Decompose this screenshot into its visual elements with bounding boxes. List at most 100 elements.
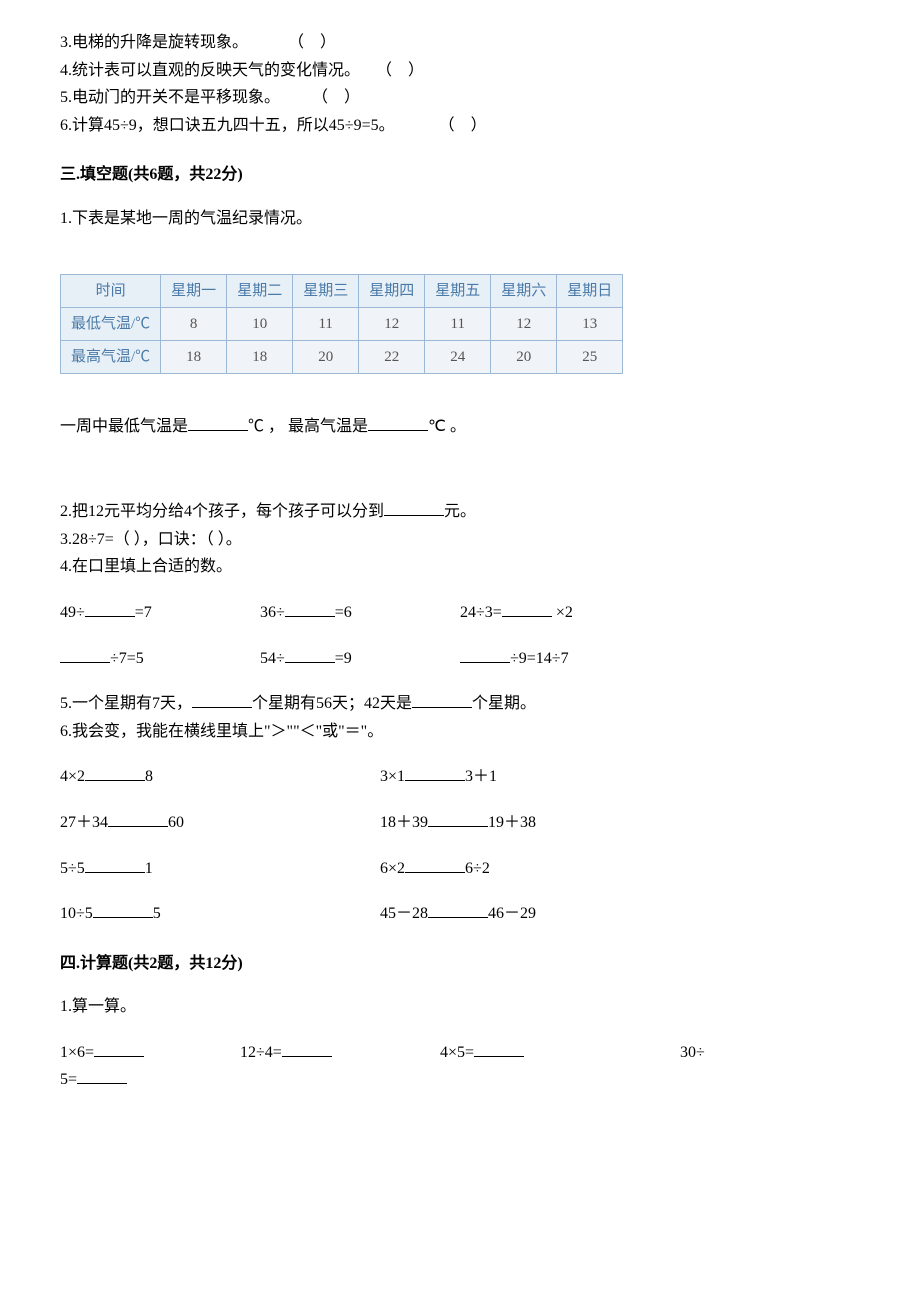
s3-q6-row2: 5÷5 1 6×2 6÷2 [60,856,860,882]
s3-q6-row3: 10÷55 45－2846－29 [60,901,860,927]
q4r2a: ÷7=5 [60,646,260,672]
s4q1d: 30÷ [680,1040,705,1066]
high-label: 最高气温/℃ [61,340,161,373]
high-2: 20 [293,340,359,373]
s4q1c: 4×5= [440,1040,680,1066]
q6r0-left: 4×28 [60,764,380,790]
th-time: 时间 [61,274,161,307]
q4r1c-pre: 24÷3= [460,604,502,621]
q6r1-l2: 18＋39 [380,814,428,831]
high-3: 22 [359,340,425,373]
blank-q4r2b[interactable] [285,647,335,663]
high-0: 18 [161,340,227,373]
low-4: 11 [425,307,491,340]
s3-q1-answer-line: 一周中最低气温是℃ ， 最高气温是℃ 。 [60,414,860,440]
s4-q1-intro: 1.算一算。 [60,994,860,1020]
table-high-row: 最高气温/℃ 18 18 20 22 24 20 25 [61,340,623,373]
blank-q6r2r[interactable] [405,857,465,873]
q4r2b-post: =9 [335,650,352,667]
s3-q5: 5.一个星期有7天，个星期有56天；42天是个星期。 [60,691,860,717]
blank-q4r1b[interactable] [285,601,335,617]
q1-text-b: ℃ ， 最高气温是 [248,418,368,435]
q6r2-r1: 1 [145,860,153,877]
q6r2-r2: 6÷2 [465,860,490,877]
s3-q1-intro: 1.下表是某地一周的气温纪录情况。 [60,206,860,232]
blank-q6r3r[interactable] [428,902,488,918]
blank-q4r2a[interactable] [60,647,110,663]
th-wed: 星期三 [293,274,359,307]
s3-q4-row1: 49÷=7 36÷=6 24÷3= ×2 [60,600,860,626]
s4q1c-t: 4×5= [440,1044,474,1061]
blank-q6r1l[interactable] [108,811,168,827]
temperature-table: 时间 星期一 星期二 星期三 星期四 星期五 星期六 星期日 最低气温/℃ 8 … [60,274,623,374]
s4q1a-t: 1×6= [60,1044,94,1061]
q6r0-l2: 3×1 [380,768,405,785]
high-6: 25 [557,340,623,373]
q6r0-r2: 3＋1 [465,768,497,785]
s4q1e-t: 5= [60,1071,77,1088]
judge-q5: 5.电动门的开关不是平移现象。 （ ） [60,85,860,111]
q5-a: 5.一个星期有7天， [60,695,192,712]
low-1: 10 [227,307,293,340]
q1-text-c: ℃ 。 [428,418,466,435]
high-4: 24 [425,340,491,373]
s4q1b-t: 12÷4= [240,1044,282,1061]
blank-q2[interactable] [384,500,444,516]
s3-q6-row1: 27＋3460 18＋39 19＋38 [60,810,860,836]
blank-q4r1c[interactable] [502,601,552,617]
low-5: 12 [491,307,557,340]
s3-q4-row2: ÷7=5 54÷ =9 ÷9=14÷7 [60,646,860,672]
blank-q5a[interactable] [192,692,252,708]
q6r2-left: 5÷5 1 [60,856,380,882]
q6r1-r2: 19＋38 [488,814,536,831]
table-header-row: 时间 星期一 星期二 星期三 星期四 星期五 星期六 星期日 [61,274,623,307]
low-0: 8 [161,307,227,340]
judge-q3: 3.电梯的升降是旋转现象。 （ ） [60,30,860,56]
q6r1-left: 27＋3460 [60,810,380,836]
q6r2-l2: 6×2 [380,860,405,877]
blank-q6r3l[interactable] [93,902,153,918]
blank-s4e[interactable] [77,1068,127,1084]
blank-q6r2l[interactable] [85,857,145,873]
q4r2b-pre: 54÷ [260,650,285,667]
q6r0-right: 3×1 3＋1 [380,764,497,790]
q6r2-right: 6×2 6÷2 [380,856,490,882]
s4-q1-row2: 5= [60,1067,860,1093]
q6r0-l1: 4×2 [60,768,85,785]
blank-q6r0l[interactable] [85,765,145,781]
q5-b: 个星期有56天；42天是 [252,695,412,712]
blank-s4a[interactable] [94,1041,144,1057]
q6r3-l1: 10÷5 [60,905,93,922]
q4r2b: 54÷ =9 [260,646,460,672]
blank-low-temp[interactable] [188,415,248,431]
s4-q1-row: 1×6= 12÷4= 4×5= 30÷ [60,1040,860,1066]
blank-s4b[interactable] [282,1041,332,1057]
q4r1b-post: =6 [335,604,352,621]
blank-q6r0r[interactable] [405,765,465,781]
s3-q4-intro: 4.在口里填上合适的数。 [60,554,860,580]
q4r1c-post: ×2 [552,604,573,621]
q4r2c: ÷9=14÷7 [460,646,569,672]
blank-q5b[interactable] [412,692,472,708]
blank-q4r1a[interactable] [85,601,135,617]
q4r1a-pre: 49÷ [60,604,85,621]
q4r2a-post: ÷7=5 [110,650,144,667]
q6r3-r2: 46－29 [488,905,536,922]
th-sun: 星期日 [557,274,623,307]
low-2: 11 [293,307,359,340]
blank-q4r2c[interactable] [460,647,510,663]
blank-q6r1r[interactable] [428,811,488,827]
q6r3-right: 45－2846－29 [380,901,536,927]
blank-high-temp[interactable] [368,415,428,431]
s3-q6-row0: 4×28 3×1 3＋1 [60,764,860,790]
blank-s4c[interactable] [474,1041,524,1057]
s4q1d-t: 30÷ [680,1044,705,1061]
judge-q6: 6.计算45÷9，想口诀五九四十五，所以45÷9=5。 （ ） [60,113,860,139]
section3-header: 三.填空题(共6题，共22分) [60,162,860,188]
s3-q3: 3.28÷7=（ ），口诀：（ ）。 [60,527,860,553]
q6r2-l1: 5÷5 [60,860,85,877]
th-tue: 星期二 [227,274,293,307]
low-3: 12 [359,307,425,340]
q4r1b: 36÷=6 [260,600,460,626]
high-5: 20 [491,340,557,373]
